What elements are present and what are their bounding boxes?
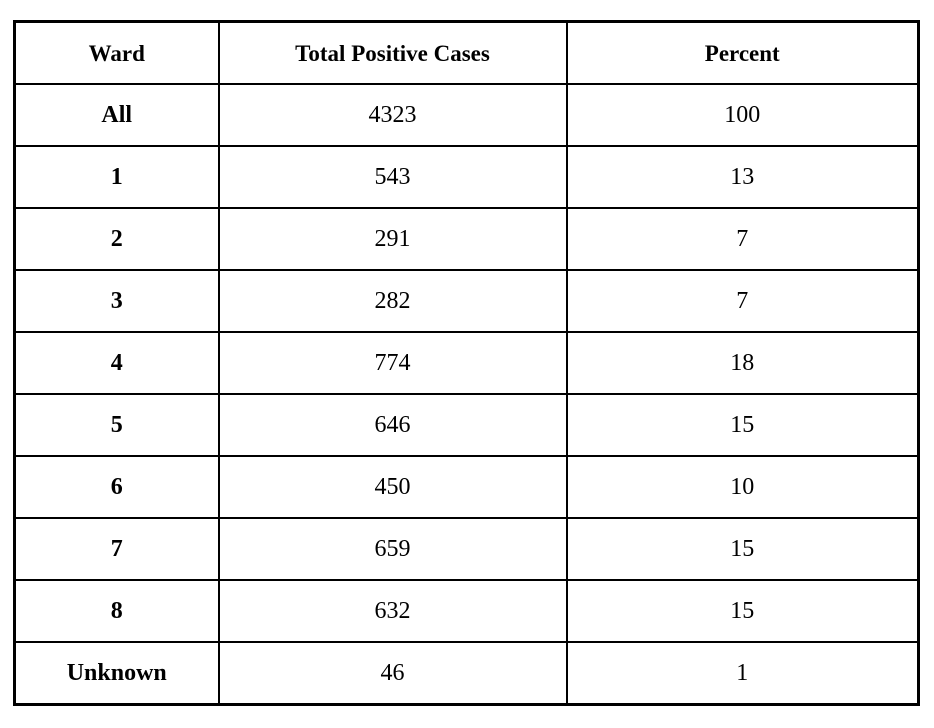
total-positive-cases-value: 46 (217, 641, 568, 706)
column-header-ward: Ward (13, 20, 220, 85)
total-positive-cases-value: 4323 (217, 83, 568, 147)
total-positive-cases-value: 646 (217, 393, 568, 457)
ward-label: Unknown (13, 641, 220, 706)
ward-positive-cases-table: Ward Total Positive Cases Percent All 432… (13, 20, 920, 706)
header-row: Ward Total Positive Cases Percent (13, 20, 920, 85)
total-positive-cases-value: 282 (217, 269, 568, 333)
percent-value: 100 (565, 83, 920, 147)
ward-label: 8 (13, 579, 220, 643)
total-positive-cases-value: 291 (217, 207, 568, 271)
table-row: 2 291 7 (13, 207, 920, 271)
percent-value: 15 (565, 517, 920, 581)
table-row: 3 282 7 (13, 269, 920, 333)
percent-value: 13 (565, 145, 920, 209)
ward-label: All (13, 83, 220, 147)
total-positive-cases-value: 632 (217, 579, 568, 643)
table-row: 1 543 13 (13, 145, 920, 209)
percent-value: 7 (565, 207, 920, 271)
table-row: 6 450 10 (13, 455, 920, 519)
total-positive-cases-value: 659 (217, 517, 568, 581)
page: Ward Total Positive Cases Percent All 432… (0, 20, 934, 728)
ward-label: 1 (13, 145, 220, 209)
ward-label: 5 (13, 393, 220, 457)
percent-value: 10 (565, 455, 920, 519)
table-row: 4 774 18 (13, 331, 920, 395)
percent-value: 1 (565, 641, 920, 706)
table-row: All 4323 100 (13, 83, 920, 147)
total-positive-cases-value: 774 (217, 331, 568, 395)
percent-value: 15 (565, 393, 920, 457)
percent-value: 18 (565, 331, 920, 395)
ward-label: 3 (13, 269, 220, 333)
table-row: 5 646 15 (13, 393, 920, 457)
ward-label: 7 (13, 517, 220, 581)
ward-label: 6 (13, 455, 220, 519)
column-header-total-positive-cases: Total Positive Cases (217, 20, 568, 85)
column-header-percent: Percent (565, 20, 920, 85)
total-positive-cases-value: 450 (217, 455, 568, 519)
table-body: All 4323 100 1 543 13 2 291 7 3 282 7 4 774 18 5 646 15 6 4… (13, 83, 920, 706)
percent-value: 7 (565, 269, 920, 333)
table-row: 8 632 15 (13, 579, 920, 643)
table-header: Ward Total Positive Cases Percent (13, 20, 920, 85)
total-positive-cases-value: 543 (217, 145, 568, 209)
table-row: 7 659 15 (13, 517, 920, 581)
ward-label: 4 (13, 331, 220, 395)
table-row: Unknown 46 1 (13, 641, 920, 706)
ward-label: 2 (13, 207, 220, 271)
percent-value: 15 (565, 579, 920, 643)
